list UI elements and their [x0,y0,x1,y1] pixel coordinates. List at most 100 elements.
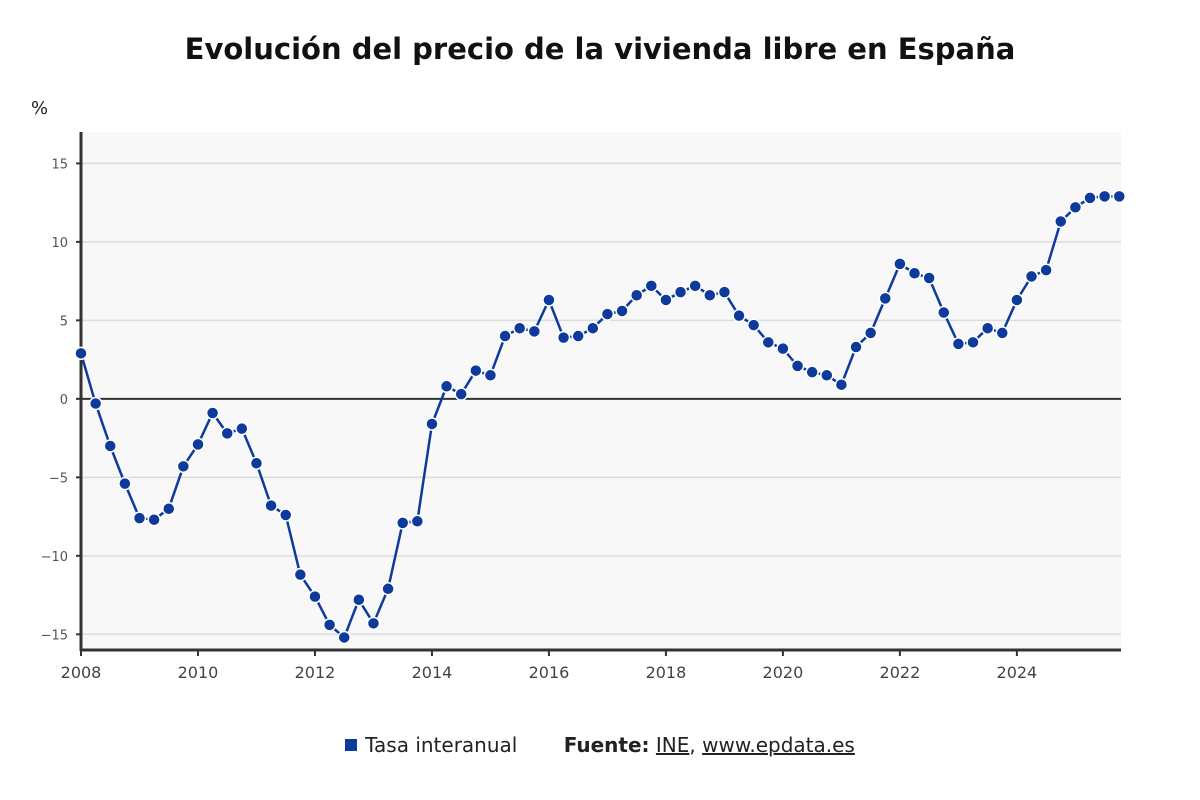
data-point [805,365,819,379]
data-point [834,377,849,392]
data-point [527,324,542,339]
data-point [673,285,688,299]
source-link-epdata[interactable]: www.epdata.es [702,733,855,757]
data-point [688,279,702,293]
x-tick-label: 2022 [880,663,921,682]
y-tick-label: 15 [51,157,68,172]
data-point [74,346,88,361]
data-point [1097,189,1112,204]
y-tick-label: −5 [49,471,68,486]
data-point [893,257,907,271]
data-point [790,359,805,373]
data-point [337,630,351,645]
data-point [863,326,878,340]
data-point [600,307,615,321]
data-point [454,387,468,401]
data-point [571,329,585,343]
data-point [922,271,936,285]
data-point [264,498,278,513]
data-point [147,512,161,527]
data-point [995,326,1010,340]
legend-swatch [345,739,358,751]
x-tick-label: 2024 [997,663,1038,682]
source-credit: Fuente: INE, www.epdata.es [564,733,855,757]
data-point [937,305,951,320]
data-point [629,288,644,302]
data-point [308,589,322,604]
data-point [235,421,249,436]
data-point [322,618,337,632]
x-tick-label: 2020 [763,663,804,682]
data-point [1054,214,1068,229]
data-point [732,308,746,323]
data-point [1083,191,1097,205]
source-link-ine[interactable]: INE [655,733,690,757]
y-tick-label: 5 [60,314,68,329]
x-tick-label: 2016 [529,663,570,682]
data-point [820,368,834,383]
data-point [249,456,264,470]
data-point [278,508,293,522]
data-point [352,593,366,607]
data-point [1039,263,1053,277]
data-point [951,337,966,351]
data-point [659,293,673,307]
data-point [132,511,147,525]
data-point [498,329,512,343]
x-tick-label: 2014 [412,663,453,682]
data-point [746,318,761,332]
data-point [1112,189,1126,204]
data-point [483,368,498,383]
data-point [118,476,132,491]
y-tick-label: −10 [41,550,68,565]
x-tick-label: 2012 [295,663,336,682]
y-tick-label: 0 [60,393,68,408]
data-point [381,582,395,596]
legend: Tasa interanual Fuente: INE, www.epdata.… [0,733,1200,757]
data-point [556,330,571,345]
data-point [776,341,790,356]
legend-item[interactable]: Tasa interanual [345,733,517,757]
data-point [410,514,425,529]
data-point [439,379,454,394]
data-point [586,321,600,335]
data-point [761,335,776,350]
data-point [644,279,659,293]
source-prefix: Fuente: [563,733,650,757]
data-point [907,266,922,281]
data-point [293,567,308,582]
data-point [1010,293,1024,307]
x-tick-label: 2010 [178,663,219,682]
plot-area [81,132,1121,650]
data-point [512,321,527,335]
x-tick-label: 2008 [61,663,102,682]
chart-title: Evolución del precio de la vivienda libr… [184,32,1016,66]
y-tick-label: −15 [41,628,68,643]
legend-label: Tasa interanual [365,733,518,757]
data-point [161,501,176,516]
data-point [220,426,234,441]
data-point [717,285,732,299]
data-point [469,363,483,378]
data-point [703,288,717,302]
data-point [1068,200,1083,215]
data-point [980,321,995,335]
data-point [615,304,629,318]
data-point [176,459,191,474]
data-point [88,396,103,411]
y-tick-label: 10 [51,236,68,251]
data-point [542,293,556,307]
data-point [366,616,381,631]
data-point [103,439,117,453]
data-point [425,417,439,431]
x-tick-label: 2018 [646,663,687,682]
data-point [1024,269,1039,284]
y-axis-unit-label: % [31,98,49,119]
source-separator: , [689,733,696,757]
data-point [849,340,863,354]
data-point [205,406,220,420]
data-point [191,437,205,452]
data-point [878,291,893,306]
data-point [395,516,410,530]
